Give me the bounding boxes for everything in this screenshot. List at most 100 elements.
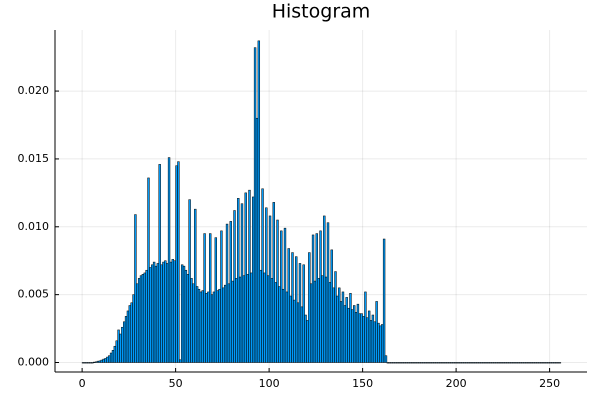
bar [240,203,244,363]
bar [177,161,180,363]
bar [311,234,315,363]
bar [401,362,404,364]
bar [343,305,347,363]
bar [184,269,188,363]
bar [390,362,393,364]
bar [205,293,208,363]
bar [308,252,311,363]
bar [382,238,386,363]
bar [154,265,158,363]
bar [194,208,197,363]
bar [468,362,472,364]
bar [332,287,335,363]
bar [448,362,451,364]
bar [553,362,556,364]
x-tick-label: 200 [446,377,467,390]
bar [158,164,161,363]
bar [283,227,287,363]
bar [162,261,165,363]
bar [519,362,522,364]
bar [143,272,146,363]
bar [321,275,324,363]
bar [328,282,332,363]
bar [237,198,240,363]
bar [476,362,479,364]
bar [358,313,361,363]
bar [145,269,148,363]
bar [381,324,384,363]
bar [233,210,236,363]
bar [128,305,131,363]
bar [250,272,253,363]
bar [141,274,145,363]
bar [253,47,257,363]
bar [164,260,167,363]
bar [209,233,212,363]
bar [379,325,382,363]
x-tick-label: 100 [259,377,280,390]
bar [313,280,317,363]
bar [210,294,214,363]
bar [115,340,118,363]
bar [272,202,275,363]
bar [98,360,102,363]
bar [265,207,268,363]
bar [175,165,178,363]
bar [523,362,526,364]
bar [371,314,375,363]
bar [304,314,307,363]
bar [203,233,206,363]
bar [91,362,94,364]
bar [551,362,554,364]
bar [195,286,199,363]
bar [467,362,470,364]
bar [470,362,474,364]
y-tick-label: 0.005 [18,288,50,301]
bar [463,362,466,364]
bar [339,301,343,363]
bar [281,288,285,363]
bar [480,362,483,364]
bar [545,362,548,364]
bar [255,117,259,363]
bar [212,291,216,363]
bar [188,199,191,363]
bar [295,256,298,363]
bar [280,230,283,363]
bar [407,362,410,364]
bar [410,362,414,364]
bar [538,362,541,364]
bar [227,283,231,363]
bar [360,313,363,363]
bar [435,362,438,364]
bar [309,283,313,363]
bar [354,312,358,363]
bar [528,362,532,364]
bar [229,221,232,363]
bar [489,362,492,364]
bar [289,295,292,363]
bar [252,196,255,363]
bar [392,362,395,364]
bar [207,291,210,363]
bar [93,361,96,363]
bar [536,362,539,364]
bar [81,362,85,364]
bar [315,233,318,363]
y-tick-label: 0.010 [18,220,50,233]
bar [493,362,496,364]
bar [495,362,498,364]
bar [412,362,416,364]
bar [319,230,322,363]
bar [218,288,221,363]
bar [94,361,98,363]
bar [427,362,431,364]
bar [179,359,182,363]
bar [416,362,419,364]
bar [104,358,107,363]
bar [87,362,90,364]
bar [482,362,485,364]
bar [474,362,477,364]
bar [214,237,218,363]
bar [461,362,464,364]
